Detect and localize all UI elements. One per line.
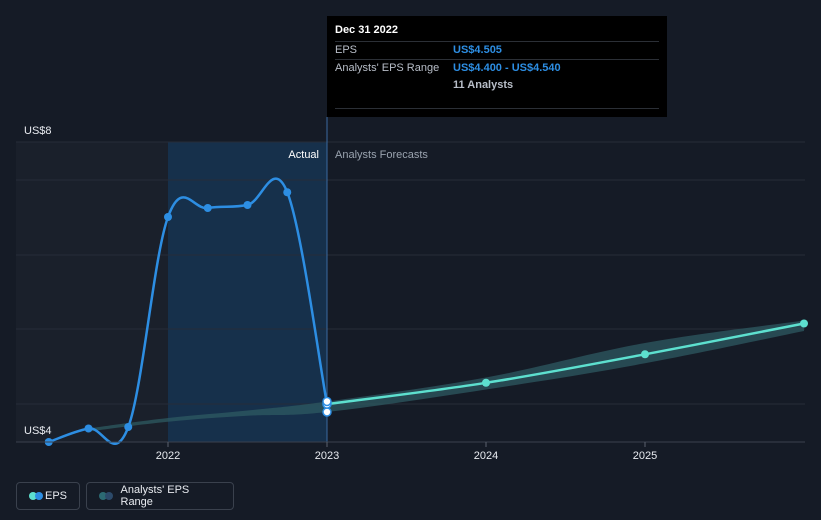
tooltip-eps-key: EPS (335, 44, 358, 56)
data-markers (44, 188, 808, 446)
legend-eps-swatch (29, 492, 43, 500)
legend-eps-button[interactable]: EPS (16, 482, 80, 510)
legend-range-label: Analysts' EPS Range (120, 484, 190, 508)
tooltip-date: Dec 31 2022 (335, 24, 398, 36)
legend-range-swatch (99, 492, 113, 500)
forecast-line (326, 322, 805, 406)
actual-label: Actual (288, 149, 319, 161)
highlight-point-0 (322, 407, 332, 417)
eps-point-2 (124, 423, 133, 431)
eps-point-6 (283, 188, 292, 197)
x-tick-label-2023: 2023 (315, 450, 339, 462)
tooltip-row-range: Analysts' EPS Range US$4.400 - US$4.540 (335, 59, 659, 77)
forecast-point-end (800, 319, 808, 328)
eps-point-1 (84, 424, 93, 433)
eps-line (48, 177, 329, 445)
tooltip-row-eps: EPS US$4.505 (335, 41, 659, 59)
forecast-point-0 (482, 378, 490, 387)
x-ticks: 2022 2023 2024 2025 (156, 442, 657, 462)
eps-point-4 (203, 204, 212, 212)
past-shade (16, 142, 168, 442)
tooltip: Dec 31 2022 EPS US$4.505 Analysts' EPS R… (327, 16, 667, 117)
tooltip-row-analysts: 11 Analysts (335, 77, 659, 94)
tooltip-analysts: 11 Analysts (453, 79, 514, 91)
tooltip-range-value: US$4.400 - US$4.540 (453, 62, 561, 74)
tooltip-range-key: Analysts' EPS Range (335, 62, 440, 74)
highlight-band (168, 142, 327, 442)
x-tick-label-2025: 2025 (633, 450, 657, 462)
tooltip-divider (335, 108, 659, 109)
highlight-point-2 (322, 396, 332, 407)
tooltip-eps-value: US$4.505 (453, 44, 502, 56)
legend-range-button[interactable]: Analysts' EPS Range (86, 482, 234, 510)
forecast-point-1 (641, 350, 649, 359)
eps-point-5 (243, 201, 252, 209)
range-area (88, 320, 804, 432)
legend-eps-label: EPS (44, 490, 67, 502)
x-tick-label-2022: 2022 (156, 450, 180, 462)
forecast-label: Analysts Forecasts (335, 149, 428, 161)
eps-point-3 (164, 213, 172, 221)
y-bottom-label: US$4 (24, 425, 52, 437)
y-top-label: US$8 (24, 125, 52, 137)
x-tick-label-2024: 2024 (474, 450, 498, 462)
